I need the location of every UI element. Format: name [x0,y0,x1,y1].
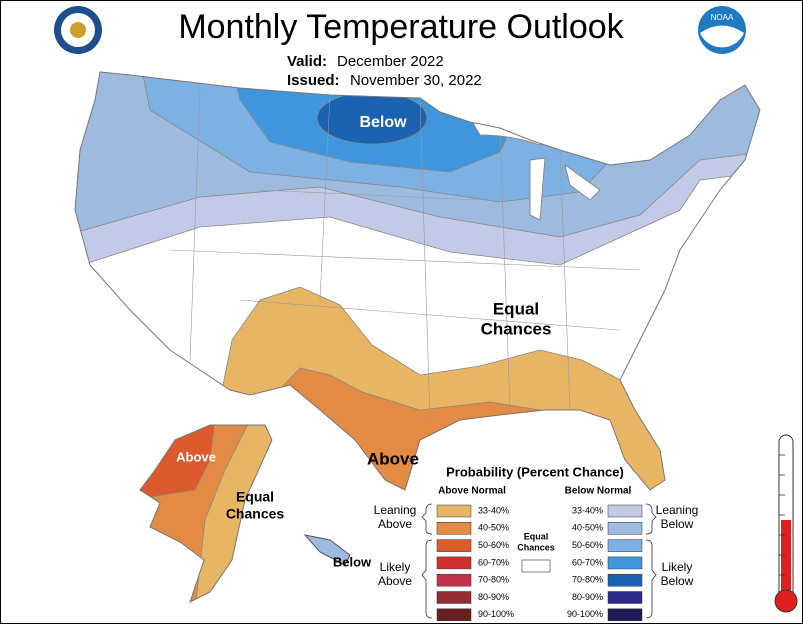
legend-header: Below Normal [565,486,632,497]
legend-label: 80-90% [478,592,509,602]
map-label: Below [333,554,372,569]
legend-swatch [436,573,472,587]
legend-swatch [436,504,472,518]
legend-label: 33-40% [572,505,603,515]
legend-label: 60-70% [478,557,509,567]
legend-group: Equal [524,531,549,541]
issued-label: Issued: [287,72,340,89]
equal-swatch [521,559,551,573]
legend-header: Above Normal [438,486,506,497]
legend-label: 50-60% [478,540,509,550]
title: Monthly Temperature Outlook [178,8,624,46]
legend-swatch [607,539,643,552]
legend-group: Likely [380,560,411,574]
legend-group: Chances [517,542,555,552]
legend-group: Above [378,517,412,531]
legend-group: Leaning [656,503,699,517]
map-label: Below [359,114,407,131]
issued-value: November 30, 2022 [350,72,482,89]
legend-label: 33-40% [478,505,509,515]
alaska-panhandle [303,534,351,566]
legend-swatch [436,539,472,552]
legend-swatch [436,608,472,622]
legend: Probability (Percent Chance) Above Norma… [374,464,699,622]
legend-swatch [436,591,472,604]
legend-swatch [436,522,472,535]
legend-swatch [607,591,643,604]
legend-label: 70-80% [572,575,603,585]
legend-group: Above [378,574,412,588]
logo-left [54,6,102,54]
legend-group: Likely [662,560,693,574]
valid-value: December 2022 [337,53,444,70]
thermometer [774,434,798,613]
legend-swatch [607,556,643,570]
map-label: Equal [236,489,274,505]
legend-label: 50-60% [572,540,603,550]
alaska-outline [139,424,273,603]
legend-swatch [607,522,643,535]
logo-right: NOAA [698,6,746,54]
map-label: Chances [226,506,285,522]
legend-label: 90-100% [567,609,603,619]
legend-group: Below [661,574,694,588]
map-label: Above [367,449,419,468]
conus-outline [74,71,761,491]
map-label: Chances [481,319,552,338]
braces [421,503,657,619]
legend-label: 40-50% [478,523,509,533]
legend-label: 90-100% [478,609,514,619]
legend-swatch [607,573,643,587]
legend-label: 60-70% [572,557,603,567]
legend-group: Leaning [374,503,417,517]
legend-label: 40-50% [572,523,603,533]
legend-title: Probability (Percent Chance) [446,464,624,479]
legend-label: 80-90% [572,592,603,602]
legend-label: 70-80% [478,575,509,585]
logo-text: NOAA [711,13,734,22]
legend-swatch [436,556,472,570]
valid-label: Valid: [287,53,327,70]
map-label: Above [176,449,216,464]
legend-swatch [607,608,643,622]
legend-group: Below [661,517,694,531]
legend-swatch [607,504,643,518]
map-label: Equal [493,299,539,318]
